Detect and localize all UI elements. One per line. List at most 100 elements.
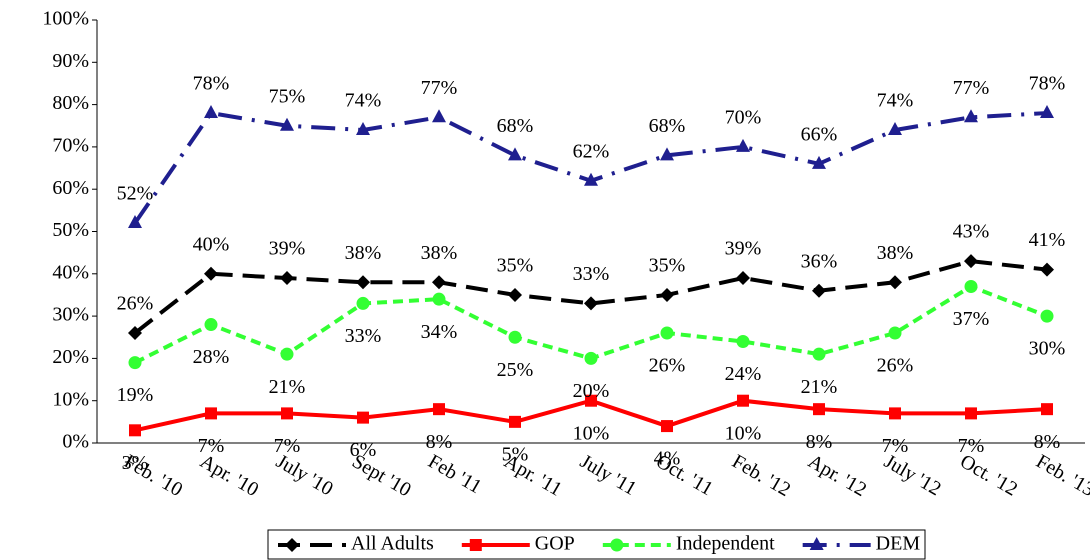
marker — [129, 424, 141, 437]
data-label: 26% — [877, 355, 914, 377]
x-tick-label: Oct. '12 — [956, 450, 1021, 500]
data-label: 35% — [497, 255, 534, 277]
marker — [356, 121, 370, 135]
marker — [736, 334, 750, 348]
data-label: 19% — [117, 384, 154, 406]
y-tick-label: 60% — [52, 177, 89, 199]
x-tick-label: July '11 — [576, 450, 640, 500]
marker — [1040, 309, 1054, 323]
data-label: 36% — [801, 250, 838, 272]
data-label: 3% — [122, 452, 149, 474]
data-label: 38% — [877, 242, 914, 264]
marker — [737, 394, 749, 407]
marker — [660, 147, 674, 161]
marker — [964, 109, 978, 123]
data-label: 6% — [350, 439, 377, 461]
legend-label: GOP — [535, 533, 575, 555]
data-label: 77% — [421, 77, 458, 99]
y-tick-label: 70% — [52, 134, 89, 156]
marker — [508, 330, 522, 344]
data-label: 7% — [198, 435, 225, 457]
y-tick-label: 20% — [52, 346, 89, 368]
data-label: 43% — [953, 221, 990, 243]
marker — [128, 356, 142, 370]
data-label: 38% — [345, 242, 382, 264]
data-label: 41% — [1029, 229, 1066, 251]
marker — [205, 407, 217, 420]
legend-label: All Adults — [351, 533, 434, 555]
marker — [508, 147, 522, 161]
data-label: 37% — [953, 308, 990, 330]
marker — [660, 287, 674, 302]
data-label: 21% — [269, 376, 306, 398]
data-label: 66% — [801, 123, 838, 145]
data-label: 52% — [117, 183, 154, 205]
data-label: 40% — [193, 233, 230, 255]
data-label: 38% — [421, 242, 458, 264]
marker — [610, 538, 624, 552]
marker — [204, 105, 218, 119]
marker — [812, 283, 826, 298]
marker — [888, 121, 902, 135]
data-label: 10% — [573, 422, 610, 444]
marker — [356, 296, 370, 310]
series-line — [133, 110, 1048, 225]
marker — [1040, 262, 1054, 277]
x-tick-label: July '10 — [272, 450, 337, 500]
marker — [280, 117, 294, 131]
marker — [280, 347, 294, 361]
data-label: 28% — [193, 346, 230, 368]
x-tick-label: Apr. '12 — [804, 450, 870, 501]
marker — [584, 351, 598, 365]
data-label: 5% — [502, 443, 529, 465]
y-tick-label: 100% — [42, 8, 89, 30]
data-label: 21% — [801, 376, 838, 398]
marker — [585, 394, 597, 407]
legend-label: Independent — [676, 533, 775, 555]
marker — [469, 539, 482, 551]
marker — [508, 287, 522, 302]
x-tick-label: July '12 — [880, 450, 945, 500]
marker — [432, 292, 446, 306]
x-tick-label: Feb. '13 — [1032, 450, 1090, 501]
data-label: 25% — [497, 359, 534, 381]
data-label: 33% — [345, 325, 382, 347]
data-label: 30% — [1029, 338, 1066, 360]
data-label: 74% — [877, 90, 914, 112]
marker — [432, 275, 446, 290]
marker — [204, 266, 218, 281]
x-tick-label: Apr. '10 — [196, 450, 262, 501]
y-tick-label: 80% — [52, 92, 89, 114]
data-label: 26% — [649, 355, 686, 377]
marker — [964, 279, 978, 293]
data-label: 4% — [654, 448, 681, 470]
marker — [128, 215, 142, 229]
data-label: 39% — [725, 238, 762, 260]
data-label: 24% — [725, 363, 762, 385]
data-label: 20% — [573, 380, 610, 402]
data-label: 7% — [958, 435, 985, 457]
marker — [509, 415, 521, 428]
data-label: 33% — [573, 263, 610, 285]
marker — [812, 347, 826, 361]
y-tick-label: 50% — [52, 219, 89, 241]
data-label: 8% — [806, 431, 833, 453]
marker — [128, 326, 142, 341]
data-label: 26% — [117, 293, 154, 315]
data-label: 78% — [1029, 73, 1066, 95]
x-tick-label: Feb '11 — [424, 450, 485, 498]
marker — [1041, 403, 1053, 416]
marker — [285, 538, 299, 552]
data-label: 7% — [274, 435, 301, 457]
y-tick-label: 40% — [52, 261, 89, 283]
legend-label: DEM — [876, 533, 921, 555]
marker — [433, 403, 445, 416]
data-label: 62% — [573, 140, 610, 162]
marker — [661, 420, 673, 433]
y-tick-label: 30% — [52, 304, 89, 326]
y-tick-label: 90% — [52, 50, 89, 72]
marker — [736, 138, 750, 152]
x-tick-label: Feb. '12 — [728, 450, 794, 501]
marker — [281, 407, 293, 420]
data-label: 8% — [1034, 431, 1061, 453]
